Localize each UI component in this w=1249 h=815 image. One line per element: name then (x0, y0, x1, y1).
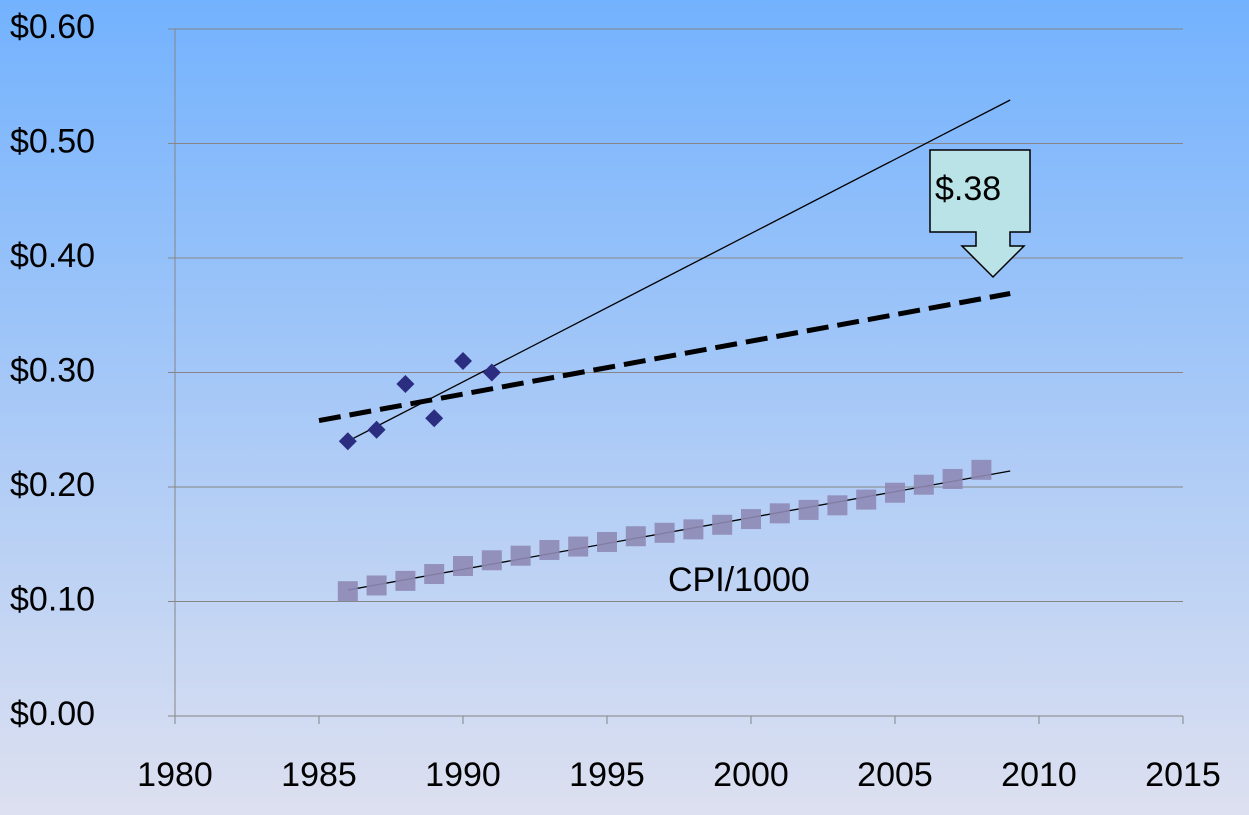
point (856, 489, 877, 510)
callout-label: $.38 (935, 170, 1001, 208)
trendline (347, 99, 1011, 442)
callout-arrow (929, 149, 1031, 279)
x-tick-label: 2015 (1145, 756, 1221, 794)
point (913, 474, 934, 495)
point (885, 482, 905, 503)
point (481, 550, 502, 571)
point (454, 352, 472, 371)
x-tick-label: 1995 (569, 756, 645, 794)
point (453, 556, 473, 577)
point (683, 519, 704, 540)
annotation: CPI/1000 (668, 561, 810, 599)
x-tick-label: 1980 (137, 756, 213, 794)
point (597, 531, 617, 552)
point (971, 459, 992, 480)
point (425, 409, 444, 428)
point (510, 545, 531, 566)
point (712, 514, 733, 535)
trendline (318, 291, 1011, 424)
y-tick-label: $0.40 (10, 237, 95, 275)
x-tick-label: 2005 (857, 756, 933, 794)
x-tick-label: 1990 (425, 756, 501, 794)
callout: $.38 (929, 149, 1031, 279)
point (625, 526, 646, 547)
x-tick-label: 2000 (713, 756, 789, 794)
y-tick-label: $0.20 (10, 466, 95, 504)
point (338, 432, 357, 451)
y-tick-label: $0.50 (10, 122, 95, 160)
point (827, 495, 848, 516)
point (741, 509, 761, 530)
point (942, 468, 963, 489)
x-tick-label: 1985 (281, 756, 357, 794)
y-tick-label: $0.00 (10, 695, 95, 733)
point (539, 539, 560, 560)
point (798, 499, 819, 520)
point (395, 570, 416, 591)
y-tick-label: $0.30 (10, 351, 95, 389)
y-tick-label: $0.60 (10, 8, 95, 46)
point (424, 564, 445, 585)
point (367, 420, 386, 439)
point (654, 522, 675, 543)
point (396, 374, 415, 393)
point (769, 503, 790, 524)
point (366, 575, 387, 596)
point (482, 363, 501, 382)
point (337, 581, 358, 602)
x-tick-label: 2010 (1001, 756, 1077, 794)
y-tick-label: $0.10 (10, 580, 95, 618)
point (568, 536, 589, 557)
